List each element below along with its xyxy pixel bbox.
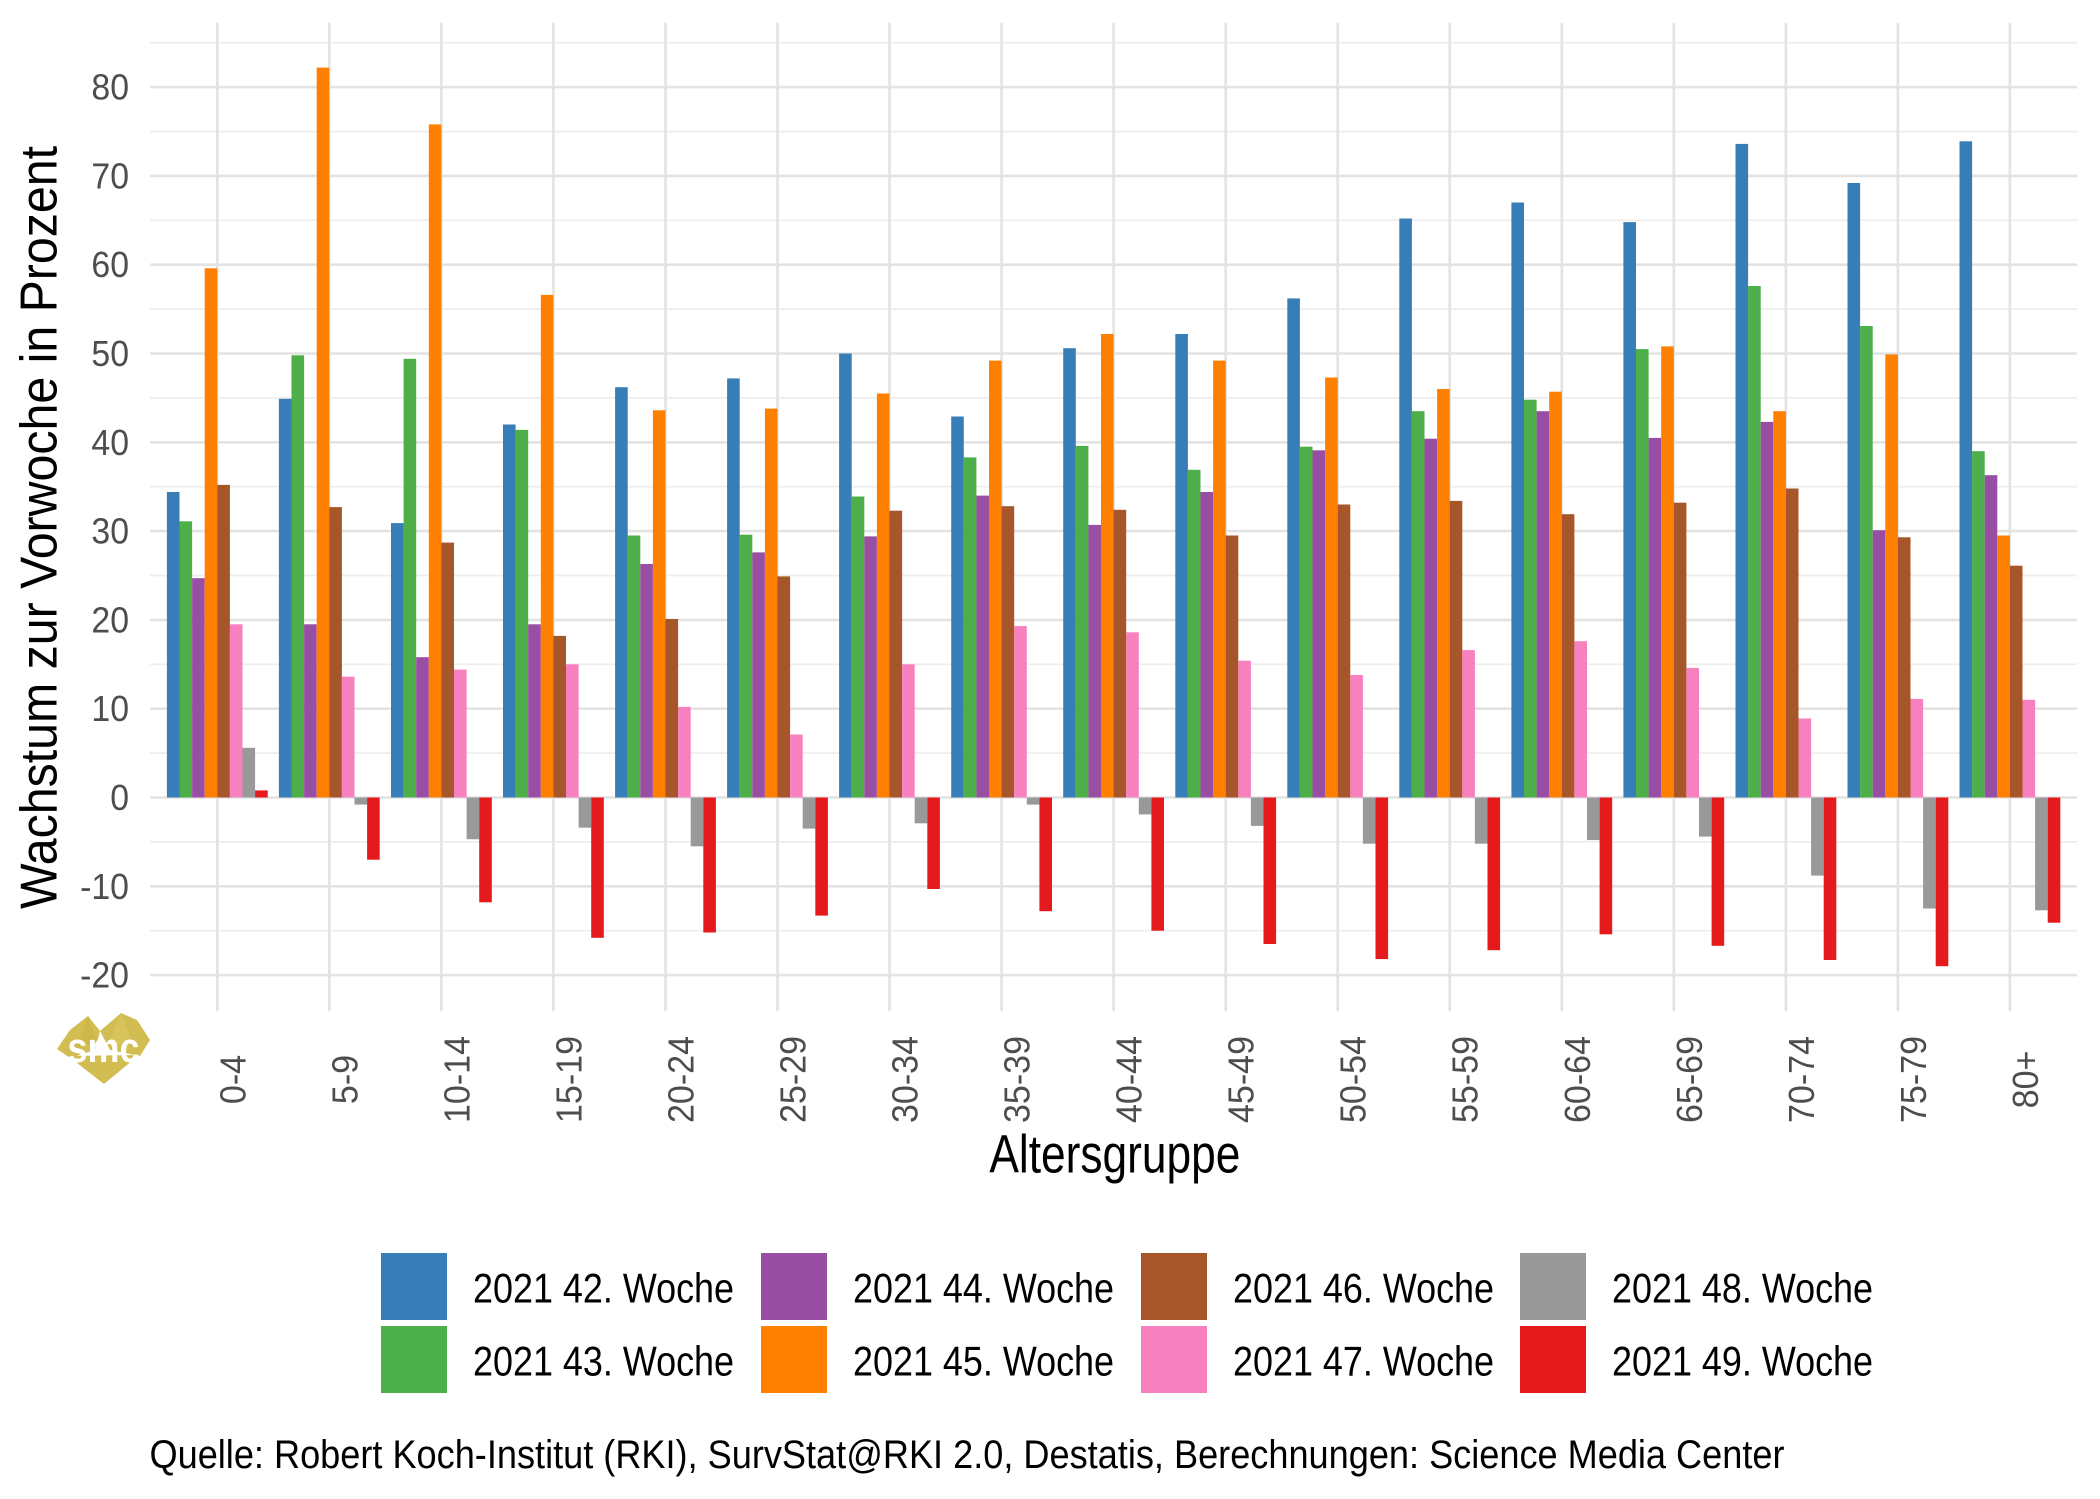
svg-text:70-74: 70-74 bbox=[1781, 1036, 1822, 1123]
svg-text:2021 43. Woche: 2021 43. Woche bbox=[473, 1338, 734, 1385]
svg-text:40-44: 40-44 bbox=[1109, 1036, 1150, 1123]
svg-text:15-19: 15-19 bbox=[548, 1036, 589, 1123]
svg-text:Altersgruppe: Altersgruppe bbox=[989, 1125, 1240, 1185]
svg-text:25-29: 25-29 bbox=[773, 1036, 814, 1123]
svg-text:35-39: 35-39 bbox=[997, 1036, 1038, 1123]
svg-text:Quelle: Robert Koch-Institut (: Quelle: Robert Koch-Institut (RKI), Surv… bbox=[150, 1433, 1785, 1477]
svg-text:2021 48. Woche: 2021 48. Woche bbox=[1612, 1265, 1873, 1312]
svg-text:80: 80 bbox=[91, 67, 129, 108]
svg-text:70: 70 bbox=[91, 155, 129, 196]
svg-text:10-14: 10-14 bbox=[436, 1036, 477, 1123]
svg-text:2021 44. Woche: 2021 44. Woche bbox=[853, 1265, 1114, 1312]
svg-text:2021 47. Woche: 2021 47. Woche bbox=[1233, 1338, 1494, 1385]
svg-text:20-24: 20-24 bbox=[661, 1036, 702, 1123]
svg-text:-20: -20 bbox=[80, 955, 129, 996]
svg-text:80+: 80+ bbox=[2005, 1051, 2046, 1109]
svg-text:2021 42. Woche: 2021 42. Woche bbox=[473, 1265, 734, 1312]
svg-text:75-79: 75-79 bbox=[1893, 1036, 1934, 1123]
svg-text:20: 20 bbox=[91, 599, 129, 640]
svg-text:Wachstum zur Vorwoche in Proze: Wachstum zur Vorwoche in Prozent bbox=[10, 145, 68, 909]
svg-text:5-9: 5-9 bbox=[324, 1055, 365, 1104]
svg-text:50: 50 bbox=[91, 333, 129, 374]
svg-text:50-54: 50-54 bbox=[1333, 1036, 1374, 1123]
svg-text:smc: smc bbox=[68, 1024, 140, 1071]
svg-text:0-4: 0-4 bbox=[212, 1055, 253, 1104]
svg-text:45-49: 45-49 bbox=[1221, 1036, 1262, 1123]
svg-text:0: 0 bbox=[110, 777, 129, 818]
svg-text:2021 45. Woche: 2021 45. Woche bbox=[853, 1338, 1114, 1385]
svg-text:2021 46. Woche: 2021 46. Woche bbox=[1233, 1265, 1494, 1312]
svg-text:30: 30 bbox=[91, 511, 129, 552]
svg-text:60: 60 bbox=[91, 244, 129, 285]
svg-text:55-59: 55-59 bbox=[1445, 1036, 1486, 1123]
svg-text:10: 10 bbox=[91, 688, 129, 729]
svg-text:2021 49. Woche: 2021 49. Woche bbox=[1612, 1338, 1873, 1385]
svg-text:65-69: 65-69 bbox=[1669, 1036, 1710, 1123]
svg-text:60-64: 60-64 bbox=[1557, 1036, 1598, 1123]
svg-text:30-34: 30-34 bbox=[885, 1036, 926, 1123]
svg-text:-10: -10 bbox=[80, 866, 129, 907]
svg-text:40: 40 bbox=[91, 422, 129, 463]
